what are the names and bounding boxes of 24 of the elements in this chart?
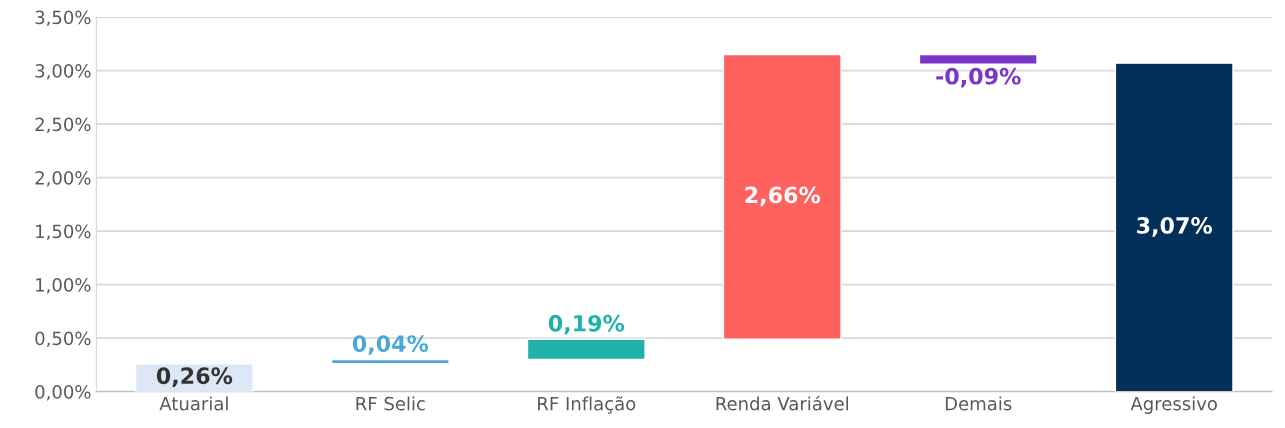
x-tick-label: RF Inflação [538,396,636,414]
y-tick-label: 0,00% [35,385,91,401]
x-tick-label: Atuarial [159,396,228,411]
data-label: -0,09% [936,67,1021,88]
data-label: 2,66% [745,186,821,207]
y-tick-label: 1,00% [36,278,91,294]
y-tick-label: 3,00% [35,64,91,80]
y-tick-label: 1,50% [36,224,91,241]
x-tick-label: RF Selic [356,396,425,411]
x-tick-label: Demais [945,396,1012,411]
y-tick-label: 2,50% [35,117,91,134]
data-label: 0,19% [548,314,625,335]
bar [918,53,1038,65]
y-tick-label: 2,00% [35,171,91,187]
x-tick-label: Agressivo [1130,396,1217,414]
data-label: 0,04% [352,335,429,355]
bar [722,53,842,340]
data-label: 3,07% [1137,217,1213,237]
x-tick-label: Renda Variável [716,395,848,411]
y-tick-label: 0,50% [35,331,91,348]
bar [1114,62,1234,392]
data-label: 0,26% [156,367,233,387]
bar [526,338,646,361]
y-tick-label: 3,50% [35,10,91,27]
